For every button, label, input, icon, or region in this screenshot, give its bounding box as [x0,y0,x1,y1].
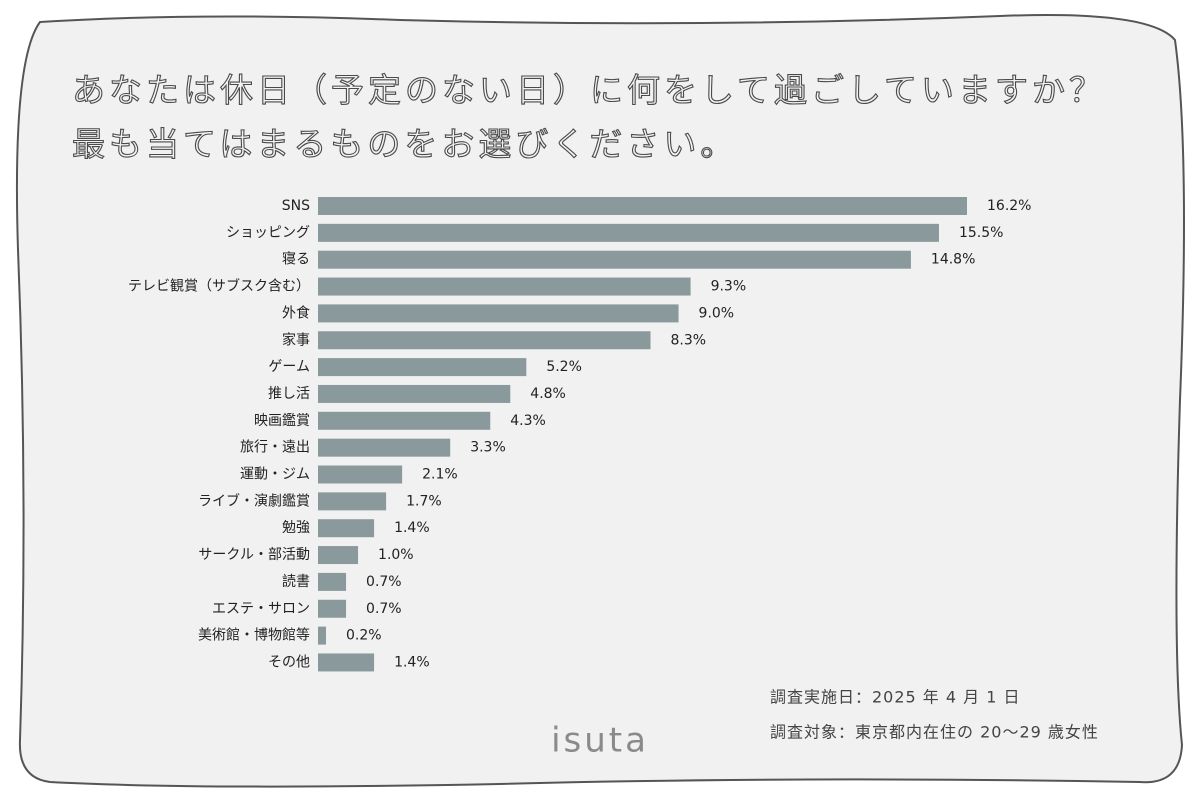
bar [318,626,327,645]
category-label: エステ・サロン [212,601,310,617]
bar [318,358,527,377]
value-label: 3.3% [470,440,506,456]
brand: isuta [551,721,649,761]
bar [318,572,347,591]
category-label: ライブ・演劇鑑賞 [198,492,310,509]
bar [318,384,511,403]
value-label: 8.3% [671,332,707,348]
note: 調査対象：東京都内在住の 20〜29 歳女性 [770,723,1099,742]
category-label: 寝る [282,251,310,268]
value-label: 9.3% [711,279,747,295]
value-label: 15.5% [959,225,1003,241]
bar [318,411,491,430]
bar [318,599,347,618]
value-label: 16.2% [987,198,1031,214]
chart-title: 最も当てはまるものをお選びください。 [72,125,737,164]
value-label: 0.2% [346,628,382,644]
value-label: 0.7% [366,574,402,590]
category-label: SNS [282,198,310,214]
category-label: 推し活 [268,386,310,402]
bar [318,277,691,296]
category-label: サークル・部活動 [198,547,310,563]
value-label: 14.8% [931,252,975,268]
value-label: 1.0% [378,547,414,563]
category-label: 家事 [282,331,310,348]
value-label: 1.7% [406,493,442,509]
category-label: 旅行・遠出 [240,440,310,456]
chart-title: あなたは休日（予定のない日）に何をして過ごしていますか？ [72,71,1106,110]
note: 調査実施日：2025 年 4 月 1 日 [770,688,1021,707]
bar [318,223,939,242]
category-label: テレビ観賞（サブスク含む） [128,278,310,295]
category-label: 外食 [282,304,310,321]
category-label: 運動・ジム [240,467,310,483]
value-label: 0.7% [366,601,402,617]
bar [318,465,403,484]
bar [318,438,451,457]
bar [318,331,651,350]
value-label: 4.8% [530,386,566,402]
category-label: 映画鑑賞 [254,412,310,429]
bar [318,546,359,565]
category-label: その他 [268,654,310,670]
category-label: ショッピング [226,225,310,241]
bar [318,519,375,538]
bar [318,197,967,215]
value-label: 1.4% [394,654,430,670]
category-label: ゲーム [268,359,310,375]
bar [318,492,387,511]
category-label: 美術館・博物館等 [198,627,310,644]
bar [318,304,679,323]
value-label: 4.3% [510,413,546,429]
category-label: 読書 [282,573,310,590]
value-label: 5.2% [546,359,582,375]
category-label: 勉強 [282,520,310,536]
value-label: 2.1% [422,467,458,483]
value-label: 1.4% [394,520,430,536]
bar [318,250,911,269]
value-label: 9.0% [699,305,735,321]
bar [318,653,375,672]
